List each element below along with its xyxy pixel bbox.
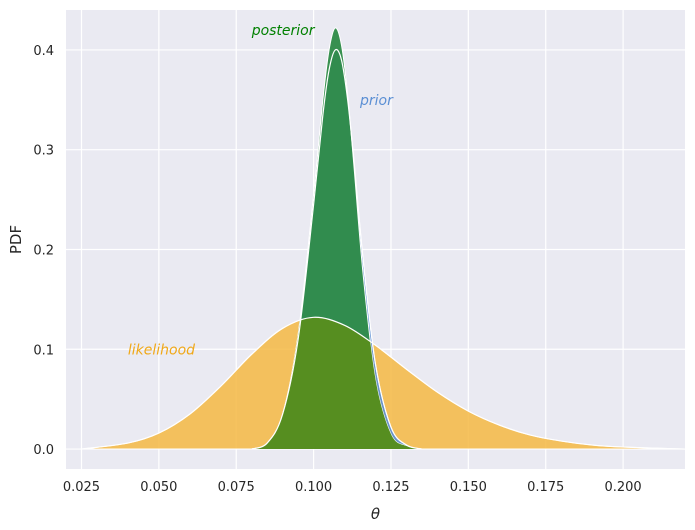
y-tick-label: 0.0 — [33, 443, 54, 458]
y-tick-label: 0.4 — [33, 44, 54, 59]
annotations: posterior prior likelihood — [128, 23, 394, 358]
annotation-posterior: posterior — [251, 23, 316, 39]
annotation-prior: prior — [359, 93, 394, 109]
y-tick-label: 0.3 — [33, 144, 54, 159]
likelihood-line — [81, 316, 685, 450]
x-tick-label: 0.200 — [604, 480, 641, 495]
y-tick-label: 0.1 — [33, 343, 54, 358]
x-tick-label: 0.025 — [63, 480, 100, 495]
y-axis-ticks: 0.0 0.1 0.2 0.3 0.4 — [33, 44, 54, 458]
x-tick-label: 0.075 — [218, 480, 255, 495]
x-tick-label: 0.050 — [140, 480, 177, 495]
x-axis-label: θ — [371, 505, 380, 523]
y-axis-label: PDF — [7, 225, 25, 254]
x-tick-label: 0.100 — [295, 480, 332, 495]
density-areas — [81, 27, 685, 450]
x-axis-ticks: 0.025 0.050 0.075 0.100 0.125 0.150 0.175 0.200 — [63, 480, 642, 495]
x-tick-label: 0.125 — [372, 480, 409, 495]
x-tick-label: 0.175 — [527, 480, 564, 495]
x-tick-label: 0.150 — [450, 480, 487, 495]
prior-line — [251, 48, 423, 450]
y-tick-label: 0.2 — [33, 243, 54, 258]
annotation-likelihood: likelihood — [128, 342, 195, 358]
